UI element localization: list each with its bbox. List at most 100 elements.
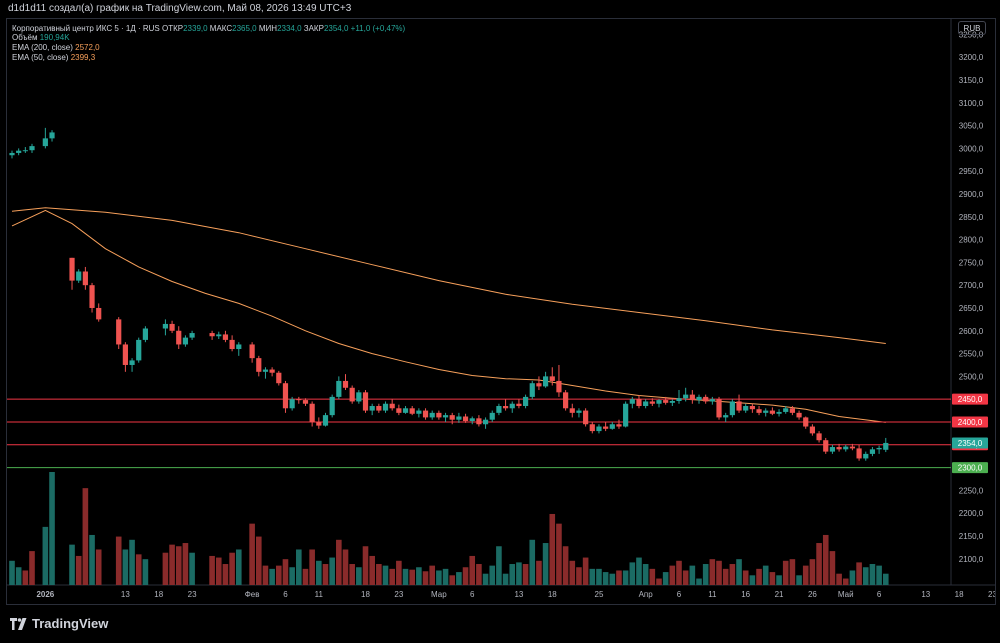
candle-body-22 [216,334,222,337]
candle-body-36 [316,421,322,426]
volume-bar-16 [162,552,169,585]
candle-body-99 [736,401,742,411]
candle-body-63 [496,406,502,413]
candle-body-61 [482,419,489,425]
volume-bar-27 [255,536,262,585]
volume-bar-10 [95,549,102,585]
candle-body-77 [589,424,595,432]
candle-body-85 [643,401,649,407]
candle-body-10 [96,307,102,320]
currency-button[interactable]: RUB [958,21,986,35]
candle-body-24 [229,339,235,350]
candle-body-23 [222,334,229,340]
candle-body-102 [756,409,762,413]
volume-bar-113 [829,551,836,585]
volume-bar-31 [282,559,289,585]
tradingview-logo[interactable]: TradingView [10,616,108,631]
x-tick-label-4: Фев [245,590,260,599]
volume-bar-3 [29,551,35,585]
volume-bar-61 [482,573,489,585]
y-tick-label-20: 3100,0 [959,99,984,108]
volume-bar-12 [122,549,129,585]
open-value: 2339,0 [183,24,208,33]
x-tick-label-12: 18 [548,590,557,599]
change-value: +11,0 (+0,47%) [350,24,406,33]
candle-body-47 [389,403,395,409]
level-tag-3-bg [952,462,988,474]
y-tick-label-12: 2700,0 [959,281,984,290]
y-tick-label-3: 2250,0 [959,486,984,495]
candle-body-48 [396,408,402,413]
low-label: МИН [258,24,278,33]
ema50-line [11,209,886,423]
candle-body-79 [603,426,609,429]
x-tick-label-8: 23 [394,590,403,599]
volume-bar-71 [549,513,556,585]
volume-bar-91 [682,570,689,585]
volume-bar-1 [15,567,22,585]
x-tick-label-24: 23 [988,590,995,599]
volume-bar-81 [616,570,622,585]
volume-bar-51 [416,567,422,585]
level-tag-1: 2400,0 [958,418,983,427]
level-tag-0-bg [952,393,988,405]
candle-body-70 [543,376,549,387]
candle-body-91 [683,394,689,399]
ema200-line [11,207,886,344]
candle-body-105 [776,411,782,414]
candle-body-97 [723,415,729,418]
volume-bar-100 [742,570,749,585]
volume-bar-80 [609,573,616,585]
volume-legend: Объём 190,94K [12,33,70,42]
candle-body-62 [489,412,495,420]
volume-bar-92 [689,565,696,585]
candle-body-104 [769,410,775,414]
ema50-legend: EMA (50, close) 2399,3 [12,53,95,62]
candle-body-12 [122,344,128,365]
volume-bar-65 [509,564,516,585]
candle-body-57 [456,416,462,420]
candle-body-50 [409,408,415,414]
volume-bar-107 [789,559,796,585]
candle-body-117 [856,448,862,459]
volume-bar-101 [749,575,756,585]
level-tag-3: 2300,0 [958,464,983,473]
candle-body-110 [809,426,815,434]
price-chart[interactable]: 2100,02150,02200,02250,02300,02350,02400… [7,19,995,604]
volume-bar-89 [669,565,676,585]
volume-bar-103 [762,565,769,585]
ema200-legend: EMA (200, close) 2572,0 [12,43,100,52]
y-tick-label-19: 3050,0 [959,122,984,131]
volume-bar-46 [382,565,389,585]
chart-frame[interactable]: 2100,02150,02200,02250,02300,02350,02400… [6,18,996,605]
volume-bar-118 [862,567,869,585]
volume-bar-79 [602,572,609,585]
candle-body-120 [876,447,882,450]
volume-bar-60 [476,564,482,585]
candle-body-46 [382,403,389,411]
volume-bar-35 [309,549,315,585]
candle-body-32 [289,399,295,409]
volume-bar-90 [676,560,682,585]
candle-body-41 [349,387,355,402]
candle-body-21 [209,333,215,337]
candle-body-88 [663,400,669,403]
volume-bar-11 [115,536,122,585]
candle-body-43 [362,392,369,411]
candle-body-66 [516,403,522,407]
x-tick-label-19: 26 [808,590,817,599]
candle-body-16 [162,323,169,329]
volume-bar-15 [142,559,149,585]
volume-bar-69 [536,560,542,585]
volume-bar-33 [296,549,302,585]
volume-bar-57 [456,572,462,585]
volume-bar-53 [429,565,436,585]
volume-bar-82 [622,570,629,585]
volume-bar-115 [842,578,849,585]
candle-body-75 [576,410,582,413]
candle-body-53 [429,412,435,418]
level-tag-0: 2450,0 [958,395,983,404]
candle-body-64 [502,406,509,409]
y-tick-label-10: 2600,0 [959,327,984,336]
volume-bar-52 [422,571,429,585]
